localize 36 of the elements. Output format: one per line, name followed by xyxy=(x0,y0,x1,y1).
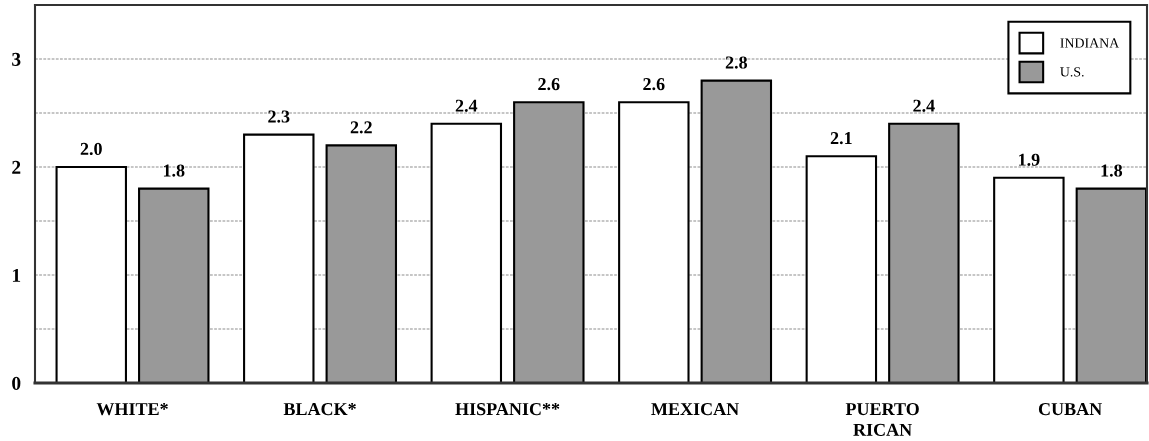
data-label: 1.8 xyxy=(1101,164,1123,177)
bar xyxy=(993,176,1065,383)
bar xyxy=(243,133,315,383)
bar xyxy=(430,122,503,383)
legend-label: INDIANA xyxy=(1060,38,1120,48)
bar xyxy=(700,79,773,383)
x-tick-label: BLACK* xyxy=(283,403,356,416)
data-label: 2.4 xyxy=(455,99,478,112)
bar xyxy=(55,165,127,383)
bar xyxy=(138,187,210,383)
bar xyxy=(513,101,585,383)
data-label: 2.0 xyxy=(80,142,102,156)
data-label: 2.8 xyxy=(725,56,748,69)
y-tick-label: 2 xyxy=(12,160,21,174)
legend-label: U.S. xyxy=(1060,67,1084,77)
bar xyxy=(805,155,878,383)
data-label: 2.1 xyxy=(830,132,852,145)
data-label: 2.6 xyxy=(538,78,560,91)
x-tick-label: WHITE* xyxy=(96,403,168,416)
bar xyxy=(325,144,398,383)
x-tick-label: HISPANIC** xyxy=(455,403,560,416)
bar xyxy=(1075,187,1147,383)
data-label: 2.6 xyxy=(643,78,665,91)
data-label: 1.9 xyxy=(1019,153,1040,166)
x-tick-label: PUERTO RICAN xyxy=(845,403,919,436)
y-tick-label: 1 xyxy=(12,268,21,282)
data-label: 1.8 xyxy=(163,164,185,177)
x-tick-label: MEXICAN xyxy=(651,403,739,416)
bar xyxy=(618,101,690,383)
x-tick-label: CUBAN xyxy=(1038,403,1102,416)
data-label: 2.2 xyxy=(350,121,372,134)
y-tick-label: 3 xyxy=(12,52,21,66)
data-label: 2.3 xyxy=(268,110,290,123)
bar xyxy=(888,122,960,383)
data-label: 2.4 xyxy=(913,99,935,112)
y-tick-label: 0 xyxy=(12,376,21,390)
